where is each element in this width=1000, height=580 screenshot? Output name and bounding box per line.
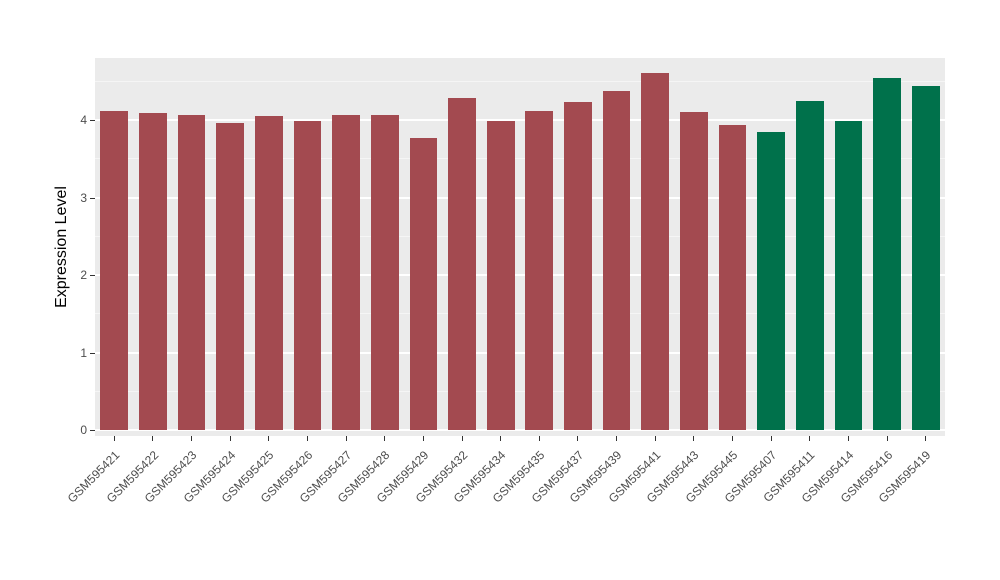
x-tick-mark [345,436,347,441]
bar [873,78,901,430]
bar [718,125,747,430]
x-tick-mark [925,436,927,441]
bar [795,101,824,430]
y-tick-mark [90,197,95,199]
x-tick-mark [886,436,888,441]
bar [370,114,399,430]
plot-panel [95,58,945,436]
bar [486,120,515,430]
x-tick-mark [152,436,154,441]
x-tick-mark [307,436,308,441]
x-tick-mark [693,436,695,441]
gridline-minor [95,235,945,237]
x-tick-mark [538,436,540,441]
bar [100,110,129,430]
bar [911,85,940,430]
gridline-major [95,351,945,354]
y-tick-mark [90,430,95,431]
x-tick-mark [500,436,502,441]
y-tick-label: 2 [80,268,87,282]
x-tick-mark [616,436,618,441]
y-tick-mark [90,120,95,121]
x-tick-mark [384,436,386,441]
x-tick-mark [422,436,424,441]
bar [139,113,167,430]
x-tick-mark [770,436,772,441]
x-tick-mark [113,436,115,441]
y-tick-label: 4 [80,113,87,127]
y-tick-label: 3 [80,190,87,205]
bar [757,132,786,430]
gridline-major [95,196,945,199]
gridline-major [95,274,945,276]
x-tick-mark [191,436,193,441]
gridline-minor [95,158,945,160]
gridline-minor [95,390,945,392]
gridline-minor [95,313,945,315]
bar [679,112,708,430]
bar [177,114,206,430]
bar [602,91,631,430]
gridline-major [95,429,945,431]
bar [834,120,863,430]
x-tick-mark [577,436,579,441]
bar [448,97,476,430]
bar [254,116,283,430]
y-tick-label: 0 [80,423,87,437]
x-tick-mark [809,436,811,441]
bar [564,102,592,430]
bar [293,120,322,430]
gridline-minor [95,80,945,82]
bar [216,123,245,430]
y-tick-label: 1 [80,345,87,360]
gridline-major [95,119,945,121]
bar [409,137,438,430]
bar [332,115,361,430]
bar [641,72,670,430]
x-tick-mark [268,436,270,441]
x-tick-mark [461,436,463,441]
x-tick-mark [229,436,231,441]
y-tick-mark [90,352,95,354]
y-tick-mark [90,275,95,276]
x-tick-mark [654,436,656,441]
x-tick-mark [847,436,849,441]
bar [525,111,554,430]
x-tick-mark [732,436,733,441]
